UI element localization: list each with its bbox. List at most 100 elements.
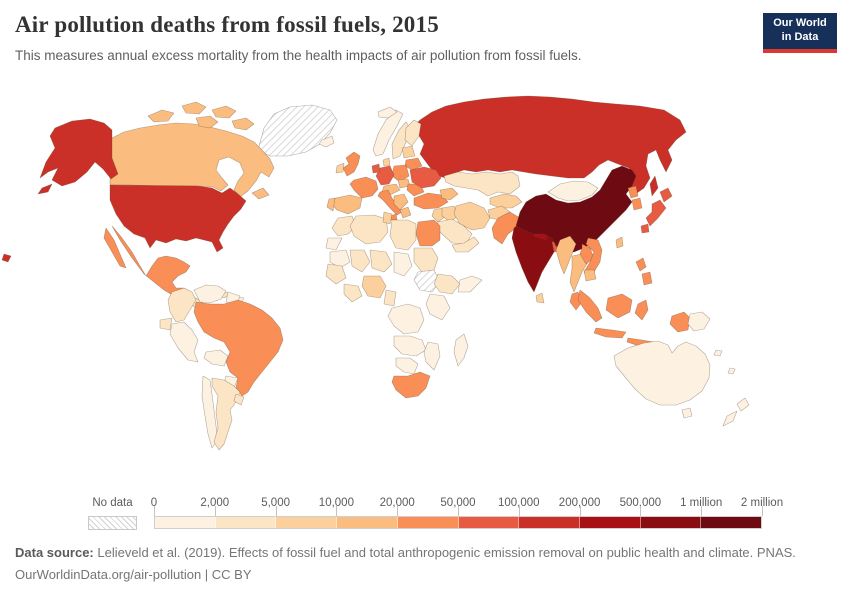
country-argentina[interactable]	[211, 377, 241, 451]
country-western-sahara[interactable]	[325, 237, 343, 251]
country-bolivia[interactable]	[203, 349, 229, 367]
country-s-korea[interactable]	[631, 197, 643, 211]
country-ecuador[interactable]	[159, 317, 173, 331]
country-norway[interactable]	[372, 109, 404, 157]
country-canada[interactable]	[211, 105, 237, 119]
country-iraq[interactable]	[441, 205, 459, 223]
country-uruguay[interactable]	[233, 393, 245, 406]
country-libya[interactable]	[389, 219, 417, 251]
country-sri-lanka[interactable]	[535, 292, 545, 304]
country-belarus[interactable]	[404, 157, 423, 171]
country-south-sudan[interactable]	[413, 269, 441, 293]
country-drc[interactable]	[387, 303, 425, 335]
country-peru[interactable]	[169, 321, 199, 363]
country-canada[interactable]	[251, 187, 270, 200]
country-portugal[interactable]	[326, 197, 336, 212]
country-ethiopia[interactable]	[433, 273, 461, 295]
legend-bin-4[interactable]	[397, 517, 459, 528]
country-australia[interactable]	[613, 340, 711, 406]
country-cameroon[interactable]	[383, 289, 397, 307]
country-ghana-ivory[interactable]	[343, 283, 363, 303]
country-indonesia[interactable]	[605, 293, 633, 319]
country-morocco[interactable]	[331, 215, 357, 237]
country-greece[interactable]	[399, 206, 412, 219]
country-new-zealand[interactable]	[736, 397, 750, 412]
country-usa[interactable]	[1, 253, 12, 263]
country-uk[interactable]	[342, 151, 361, 177]
country-n-korea[interactable]	[627, 185, 639, 199]
country-usa[interactable]	[37, 183, 53, 195]
country-australia[interactable]	[681, 407, 693, 419]
country-canada[interactable]	[103, 122, 275, 198]
country-japan[interactable]	[640, 223, 650, 234]
country-denmark[interactable]	[382, 157, 391, 167]
country-mauritania[interactable]	[329, 249, 351, 269]
country-canada[interactable]	[231, 117, 255, 131]
country-france[interactable]	[349, 176, 379, 199]
legend-bin-5[interactable]	[458, 517, 520, 528]
country-png[interactable]	[687, 311, 711, 332]
country-nigeria[interactable]	[361, 275, 387, 299]
legend-bin-9[interactable]	[701, 517, 762, 528]
legend-bin-7[interactable]	[579, 517, 641, 528]
country-usa[interactable]	[109, 184, 247, 253]
country-caucasus[interactable]	[439, 187, 459, 201]
country-indonesia[interactable]	[669, 311, 691, 333]
country-balkans[interactable]	[393, 193, 409, 211]
country-indonesia[interactable]	[593, 327, 627, 339]
country-pakistan[interactable]	[491, 211, 521, 245]
country-mexico[interactable]	[103, 227, 127, 269]
country-central-asia[interactable]	[489, 193, 523, 209]
country-mozambique[interactable]	[423, 341, 441, 371]
country-canada[interactable]	[147, 109, 175, 123]
country-benelux[interactable]	[371, 163, 381, 174]
country-canada[interactable]	[181, 101, 207, 115]
country-cambodia[interactable]	[583, 269, 597, 282]
country-indonesia[interactable]	[634, 299, 649, 321]
legend-bin-0[interactable]	[155, 517, 216, 528]
country-brazil[interactable]	[193, 299, 284, 397]
country-yemen-oman[interactable]	[451, 236, 480, 253]
country-japan[interactable]	[659, 187, 673, 203]
country-angola-zambia[interactable]	[393, 335, 427, 357]
country-philippines[interactable]	[641, 271, 653, 286]
country-venezuela[interactable]	[193, 284, 227, 304]
legend-no-data-swatch[interactable]	[88, 516, 137, 530]
country-niger[interactable]	[369, 249, 393, 273]
legend-bin-8[interactable]	[640, 517, 702, 528]
country-myanmar[interactable]	[555, 235, 577, 275]
country-mali[interactable]	[349, 249, 371, 273]
country-south-africa[interactable]	[391, 371, 431, 399]
country-spain[interactable]	[330, 194, 363, 215]
country-philippines[interactable]	[635, 257, 647, 272]
country-kazakhstan[interactable]	[443, 171, 521, 197]
country-japan[interactable]	[645, 199, 667, 227]
country-mexico[interactable]	[111, 225, 191, 299]
country-algeria[interactable]	[349, 214, 389, 245]
country-colombia[interactable]	[167, 287, 197, 323]
country-iceland[interactable]	[318, 135, 335, 148]
country-mongolia[interactable]	[547, 180, 599, 202]
country-iran[interactable]	[453, 201, 491, 231]
country-usa[interactable]	[39, 118, 119, 187]
country-somalia[interactable]	[457, 275, 483, 293]
legend-bin-2[interactable]	[276, 517, 338, 528]
country-ukraine[interactable]	[409, 166, 442, 189]
world-choropleth-map[interactable]	[0, 92, 850, 490]
country-namibia-botswana[interactable]	[395, 357, 419, 375]
country-baltics[interactable]	[401, 145, 416, 159]
country-chad[interactable]	[393, 251, 413, 277]
country-canada[interactable]	[195, 115, 219, 129]
country-madagascar[interactable]	[453, 333, 469, 367]
country-pacific-islands[interactable]	[727, 367, 736, 375]
country-indonesia[interactable]	[577, 289, 603, 323]
country-kenya-tanzania[interactable]	[425, 293, 451, 321]
legend-bin-1[interactable]	[215, 517, 277, 528]
legend-bin-6[interactable]	[519, 517, 580, 528]
country-russia[interactable]	[649, 175, 659, 197]
country-greenland[interactable]	[257, 104, 338, 157]
country-senegal-guinea[interactable]	[325, 263, 347, 285]
country-norway[interactable]	[377, 106, 398, 119]
country-egypt[interactable]	[415, 219, 441, 247]
country-pacific-islands[interactable]	[713, 349, 723, 357]
